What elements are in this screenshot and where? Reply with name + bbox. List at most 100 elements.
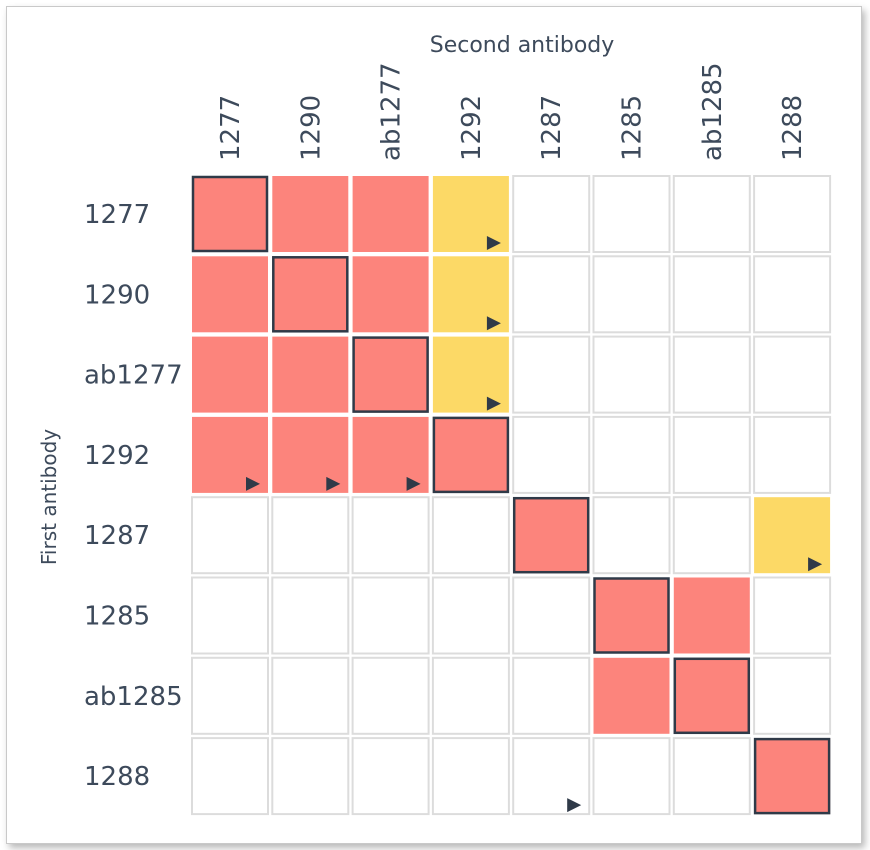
- heatmap-cell: [673, 657, 750, 734]
- heatmap-cell: [271, 576, 350, 655]
- row-label: 1277: [84, 200, 150, 230]
- heatmap-cell: [592, 737, 671, 816]
- heatmap-cell: [512, 576, 591, 655]
- heatmap-cell: [432, 256, 509, 333]
- diagonal-outline: [432, 416, 510, 494]
- diagonal-outline: [673, 657, 751, 735]
- heatmap-cell: [672, 737, 751, 816]
- heatmap-cell: [432, 416, 509, 493]
- row-labels: 1277 1290 ab1277 1292 1287 1285 ab1285 1288: [84, 200, 183, 792]
- heatmap-cell: [191, 576, 269, 655]
- heatmap-cell: [272, 336, 349, 413]
- column-label: 1277: [216, 95, 246, 161]
- heatmap-cell: [512, 255, 591, 334]
- heatmap-cell: [592, 415, 671, 494]
- heatmap-cell: [673, 577, 750, 654]
- heatmap-cell: [672, 415, 751, 494]
- heatmap-cell: [753, 335, 832, 414]
- diagonal-outline: [191, 175, 269, 253]
- y-axis-title: First antibody: [37, 429, 61, 565]
- column-label: 1292: [457, 95, 487, 161]
- row-label: 1290: [84, 280, 150, 310]
- heatmap-cell: [754, 738, 831, 815]
- heatmap-cell: [431, 496, 510, 575]
- row-label: ab1277: [84, 361, 183, 391]
- column-labels: 1277 1290 ab1277 1292 1287 1285 ab1285 1288: [216, 62, 808, 161]
- heatmap-cell: [431, 737, 510, 816]
- heatmap-cell: [192, 256, 268, 333]
- heatmap-cell: [512, 415, 591, 494]
- markers: [246, 236, 823, 813]
- heatmap-cell: [351, 576, 430, 655]
- marker-triangle: [486, 396, 501, 411]
- heatmap-cell: [352, 336, 429, 413]
- heatmap-cell: [753, 656, 832, 735]
- diagonal-outline: [512, 496, 590, 574]
- heatmap-cell: [753, 255, 832, 334]
- heatmap-cell: [753, 175, 832, 253]
- row-label: 1287: [84, 521, 150, 551]
- diagonal-outline: [352, 336, 429, 413]
- heatmap-cell: [592, 255, 671, 334]
- marker-triangle: [326, 476, 341, 491]
- column-label: 1288: [778, 95, 808, 161]
- heatmap-cell: [593, 577, 670, 654]
- marker-triangle: [486, 236, 501, 250]
- heatmap-cell: [513, 497, 590, 574]
- row-label: 1288: [84, 762, 150, 792]
- column-label: ab1285: [698, 62, 728, 161]
- diagonal-outlines: [191, 175, 831, 815]
- heatmap-cell: [272, 176, 349, 252]
- row-label: 1285: [84, 602, 150, 632]
- heatmap-cell: [351, 737, 430, 816]
- heatmap-cell: [592, 175, 671, 253]
- diagonal-outline: [272, 256, 349, 333]
- heatmap-cell: [352, 416, 429, 493]
- heatmap-cell: [512, 656, 591, 735]
- heatmap-cell: [351, 496, 430, 575]
- heatmap-cell: [432, 176, 509, 252]
- heatmap-cell: [753, 576, 832, 655]
- marker-triangle: [486, 316, 501, 331]
- heatmap-cell: [592, 335, 671, 414]
- column-label: 1287: [537, 95, 567, 161]
- marker-triangle: [406, 476, 421, 491]
- heatmap-cell: [512, 175, 591, 253]
- heatmap-cells: [191, 175, 832, 816]
- heatmap-cell: [191, 737, 269, 816]
- heatmap-cell: [432, 336, 509, 413]
- heatmap-cell: [431, 656, 510, 735]
- row-label: 1292: [84, 441, 150, 471]
- heatmap-cell: [672, 175, 751, 253]
- heatmap-cell: [272, 256, 349, 333]
- heatmap-cell: [754, 497, 831, 574]
- heatmap-cell: [512, 737, 591, 816]
- row-label: ab1285: [84, 682, 183, 712]
- heatmap-cell: [672, 496, 751, 575]
- diagonal-outline: [753, 737, 831, 815]
- heatmap-cell: [192, 336, 268, 413]
- column-label: 1290: [296, 95, 326, 161]
- x-axis-title: Second antibody: [430, 33, 615, 58]
- heatmap-cell: [351, 656, 430, 735]
- heatmap-cell: [191, 496, 269, 575]
- column-label: ab1277: [377, 62, 407, 161]
- heatmap-cell: [271, 496, 350, 575]
- column-label: 1285: [618, 95, 648, 161]
- heatmap-cell: [672, 335, 751, 414]
- heatmap-cell: [672, 255, 751, 334]
- heatmap-cell: [512, 335, 591, 414]
- marker-triangle: [246, 476, 260, 491]
- marker-triangle: [567, 798, 582, 813]
- heatmap-cell: [431, 576, 510, 655]
- heatmap-cell: [352, 176, 429, 252]
- diagonal-outline: [593, 577, 670, 654]
- heatmap-cell: [271, 737, 350, 816]
- heatmap-cell: [271, 656, 350, 735]
- heatmap-cell: [192, 176, 268, 252]
- heatmap-cell: [593, 657, 670, 734]
- heatmap-cell: [753, 415, 832, 494]
- heatmap-cell: [192, 416, 268, 493]
- marker-triangle: [808, 557, 823, 572]
